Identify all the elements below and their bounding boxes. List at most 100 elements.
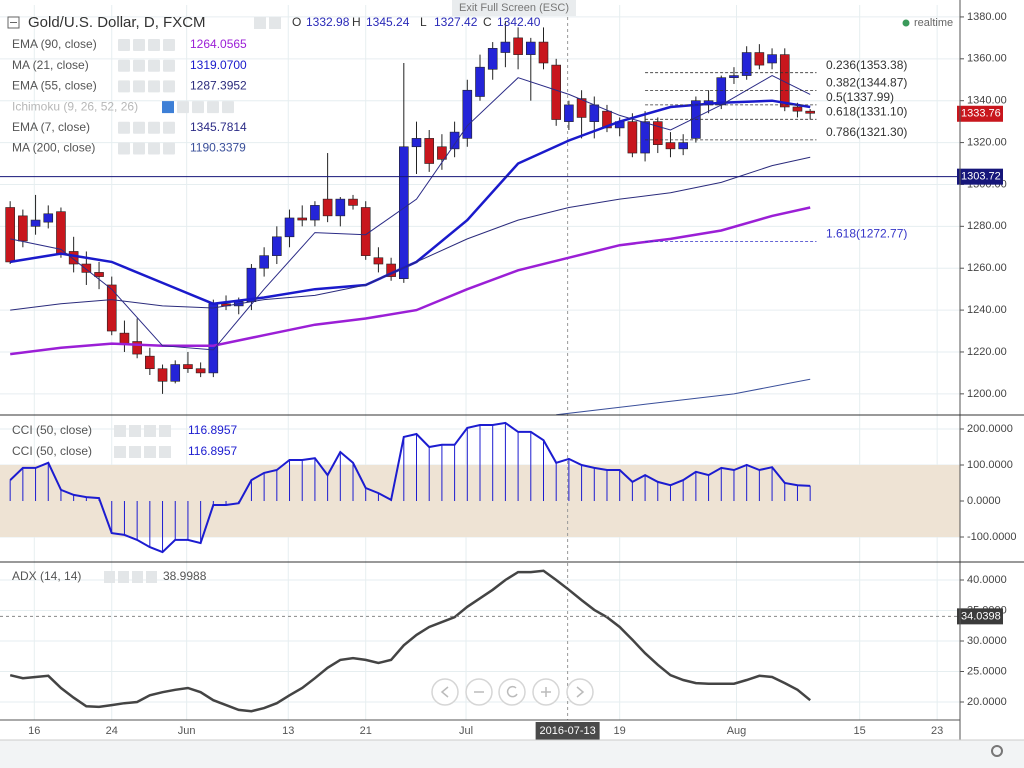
legend-icon[interactable] [163,142,175,155]
legend-icon[interactable] [104,571,115,583]
x-tick-label: 24 [106,725,118,737]
legend-icon[interactable] [114,446,126,458]
legend-icon[interactable] [144,446,156,458]
reset-button[interactable] [498,678,526,706]
candle-body [132,341,142,355]
candle-body [665,142,676,150]
legend-icon[interactable] [114,425,126,437]
candle-body [170,364,181,382]
title-icon[interactable] [269,17,281,29]
candle-body [678,142,688,150]
candle-body [741,52,752,76]
legend-icon[interactable] [132,571,143,583]
candle-body [246,267,257,303]
legend-value: 1190.3379 [190,141,246,155]
legend-value: 116.8957 [188,444,237,458]
legend-icon[interactable] [146,571,157,583]
y-tick-label: 1280.00 [967,220,1007,232]
candle-body [157,368,168,382]
settings-icon[interactable] [991,745,1003,757]
y-tick-label: 1260.00 [967,262,1007,274]
price-label: 1333.76 [961,108,1001,120]
collapse-icon[interactable] [7,16,20,29]
indicator-line [10,75,811,351]
candle-body [5,207,15,263]
candle-body [640,121,650,154]
legend-icon[interactable] [148,59,160,72]
scroll-right-button[interactable] [566,678,594,706]
legend-icon[interactable] [177,101,189,114]
adx-line [9,569,811,713]
x-tick-label: 16 [28,725,40,737]
realtime-dot [902,19,910,27]
candle-body [272,236,282,256]
candle-body [754,52,765,66]
legend-icon[interactable] [163,121,175,134]
candle-body [183,364,193,370]
candle-body [576,98,587,118]
y-tick-label: -100.0000 [967,531,1017,543]
candle-body [525,41,536,55]
legend-icon[interactable] [133,39,145,51]
candle-body [462,89,473,139]
legend-icon[interactable] [148,121,160,134]
candle-body [589,104,600,122]
y-tick-label: 1240.00 [967,304,1007,316]
legend-name: EMA (55, close) [12,79,97,93]
crosshair-label: 2016-07-13 [539,725,595,737]
y-tick-label: 1380.00 [967,11,1007,23]
candle-body [43,213,54,223]
candle-body [30,219,41,227]
exit-fullscreen-button[interactable] [452,0,576,16]
legend-icon[interactable] [148,142,160,155]
legend-icon[interactable] [133,142,145,155]
candle-body [779,54,790,108]
legend-icon[interactable] [159,446,171,458]
legend-icon[interactable] [192,101,204,114]
y-tick-label: 0.0000 [967,495,1001,507]
legend-name: MA (21, close) [12,58,89,72]
candle-body [373,257,384,265]
scroll-left-button[interactable] [431,678,459,706]
ohlc-value: 1327.42 [434,15,478,29]
main-marks [0,21,960,415]
legend-value: 1345.7814 [190,120,247,134]
legend-icon[interactable] [163,80,175,93]
fib-label: 0.382(1344.87) [826,76,907,90]
realtime-text: realtime [914,17,953,29]
legend-icon[interactable] [118,39,130,51]
legend-icon[interactable] [133,80,145,93]
legend-icon[interactable] [163,39,175,51]
legend-icon[interactable] [118,80,130,93]
marks [0,5,960,720]
candle-body [475,66,485,97]
legend-icon[interactable] [129,425,141,437]
legend-icon[interactable] [207,101,219,114]
nav-icons [440,686,585,698]
legend-icon[interactable] [163,59,175,72]
title-icon[interactable] [254,17,266,29]
legend-icon[interactable] [133,59,145,72]
legend-icon[interactable] [129,446,141,458]
price-label-box [957,105,1003,122]
x-tick-label: Jul [459,725,473,737]
candle-body [424,138,435,164]
candle-body [297,217,308,221]
legend-icon[interactable] [148,80,160,93]
legend-icon[interactable] [222,101,234,114]
legend-icon-eye[interactable] [162,101,174,114]
y-tick-label: 1220.00 [967,346,1007,358]
legend-icon[interactable] [118,571,129,583]
legend-icon[interactable] [148,39,160,51]
indicator-line [10,206,811,356]
legend-icon[interactable] [144,425,156,437]
candle-body [322,198,333,217]
legend-icon[interactable] [133,121,145,134]
legend-icon[interactable] [118,142,130,155]
legend-icon[interactable] [118,59,130,72]
exit-fullscreen-text[interactable]: Exit Full Screen (ESC) [459,2,569,14]
legend-value: 1287.3952 [190,79,247,93]
legend-icon[interactable] [118,121,130,134]
legend-icon[interactable] [159,425,171,437]
